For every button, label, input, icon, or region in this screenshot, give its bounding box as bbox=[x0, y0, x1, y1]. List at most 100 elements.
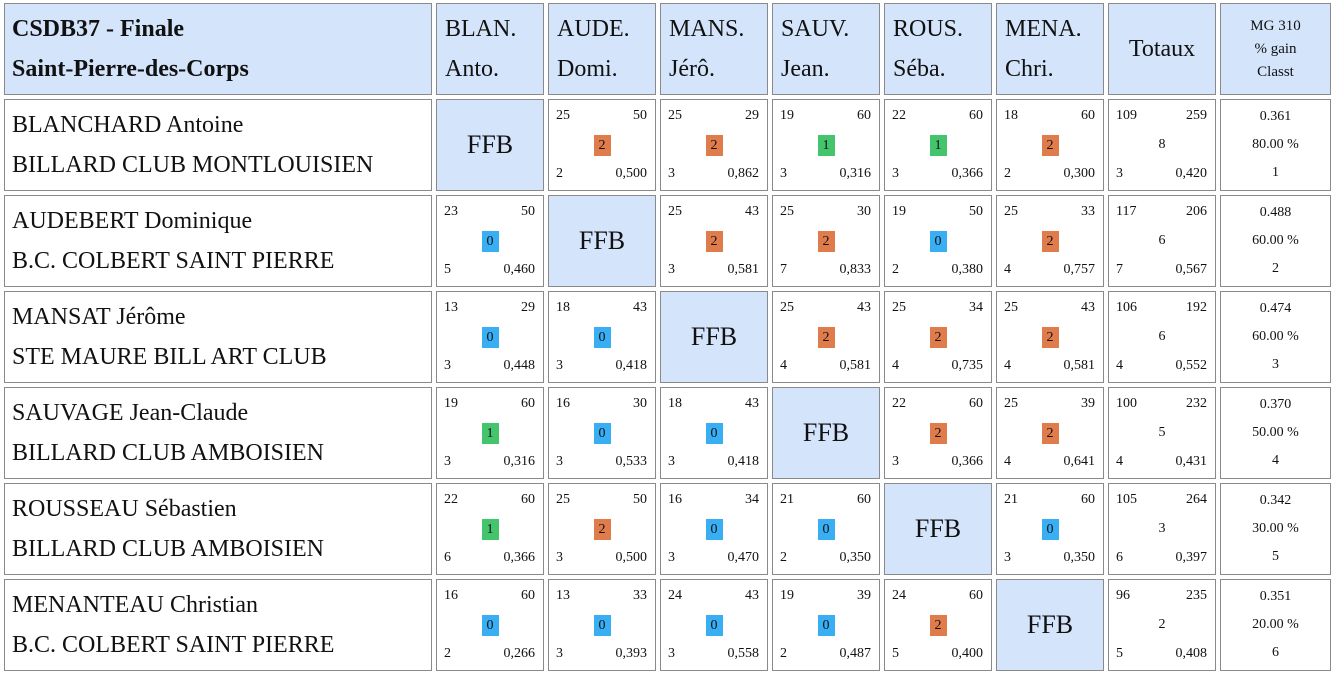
match-result-badge: 0 bbox=[481, 327, 499, 348]
ranking: 4 bbox=[1272, 453, 1279, 468]
total-points: 109 bbox=[1116, 108, 1137, 123]
match-average: 0,558 bbox=[727, 646, 760, 661]
header-row: CSDB37 - Finale Saint-Pierre-des-Corps B… bbox=[4, 3, 1331, 95]
match-average: 0,316 bbox=[839, 166, 872, 181]
total-best-series: 4 bbox=[1116, 454, 1123, 469]
match-cell: 16 34 0 3 0,470 bbox=[660, 483, 768, 575]
match-innings: 39 bbox=[857, 588, 871, 603]
match-average: 0,300 bbox=[1063, 166, 1096, 181]
total-average: 0,408 bbox=[1175, 646, 1208, 661]
match-cell: 25 43 2 3 0,581 bbox=[660, 195, 768, 287]
col-header-2: AUDE. Domi. bbox=[548, 3, 656, 95]
match-cell: 19 60 1 3 0,316 bbox=[436, 387, 544, 479]
col-header-1: BLAN. Anto. bbox=[436, 3, 544, 95]
match-points: 25 bbox=[780, 204, 794, 219]
match-average: 0,581 bbox=[1063, 358, 1096, 373]
match-innings: 50 bbox=[633, 108, 647, 123]
match-points: 18 bbox=[556, 300, 570, 315]
match-average: 0,500 bbox=[615, 166, 648, 181]
match-cell: 25 50 2 3 0,500 bbox=[548, 483, 656, 575]
match-points: 25 bbox=[668, 204, 682, 219]
match-cell: 18 43 0 3 0,418 bbox=[548, 291, 656, 383]
match-points: 25 bbox=[892, 300, 906, 315]
match-average: 0,266 bbox=[503, 646, 536, 661]
match-innings: 43 bbox=[1081, 300, 1095, 315]
match-cell: 21 60 0 2 0,350 bbox=[772, 483, 880, 575]
match-average: 0,448 bbox=[503, 358, 536, 373]
player-cell: MENANTEAU Christian B.C. COLBERT SAINT PI… bbox=[4, 579, 432, 671]
match-result-badge: 2 bbox=[593, 519, 611, 540]
match-average: 0,366 bbox=[951, 166, 984, 181]
match-average: 0,366 bbox=[951, 454, 984, 469]
match-result-badge: 0 bbox=[1041, 519, 1059, 540]
general-average: 0.351 bbox=[1259, 589, 1292, 604]
match-average: 0,316 bbox=[503, 454, 536, 469]
total-match-points: 8 bbox=[1158, 137, 1166, 152]
match-innings: 43 bbox=[745, 396, 759, 411]
total-best-series: 4 bbox=[1116, 358, 1123, 373]
match-innings: 43 bbox=[745, 204, 759, 219]
match-points: 25 bbox=[1004, 396, 1018, 411]
match-innings: 33 bbox=[1081, 204, 1095, 219]
mg-cell: 0.342 30.00 % 5 bbox=[1220, 483, 1331, 575]
match-average: 0,735 bbox=[951, 358, 984, 373]
match-result-badge: 1 bbox=[929, 135, 947, 156]
match-result-badge: 1 bbox=[481, 519, 499, 540]
mg-cell: 0.474 60.00 % 3 bbox=[1220, 291, 1331, 383]
match-best-series: 4 bbox=[1004, 358, 1011, 373]
match-cell: 25 43 2 4 0,581 bbox=[772, 291, 880, 383]
match-innings: 60 bbox=[857, 492, 871, 507]
match-result-badge: 0 bbox=[705, 423, 723, 444]
match-result-badge: 0 bbox=[929, 231, 947, 252]
total-match-points: 5 bbox=[1158, 425, 1166, 440]
match-points: 22 bbox=[444, 492, 458, 507]
match-average: 0,418 bbox=[727, 454, 760, 469]
player-cell: MANSAT Jérôme STE MAURE BILL ART CLUB bbox=[4, 291, 432, 383]
player-name: SAUVAGE Jean-Claude bbox=[12, 400, 249, 426]
match-points: 25 bbox=[1004, 300, 1018, 315]
match-best-series: 3 bbox=[668, 454, 675, 469]
match-innings: 34 bbox=[745, 492, 759, 507]
match-innings: 60 bbox=[969, 108, 983, 123]
match-points: 25 bbox=[780, 300, 794, 315]
player-cell: ROUSSEAU Sébastien BILLARD CLUB AMBOISIEN bbox=[4, 483, 432, 575]
totals-cell: 105 264 3 6 0,397 bbox=[1108, 483, 1216, 575]
match-cell: 16 30 0 3 0,533 bbox=[548, 387, 656, 479]
match-result-badge: 2 bbox=[593, 135, 611, 156]
match-cell: 22 60 1 6 0,366 bbox=[436, 483, 544, 575]
match-innings: 60 bbox=[521, 492, 535, 507]
player-club: B.C. COLBERT SAINT PIERRE bbox=[12, 632, 335, 658]
win-percentage: 50.00 % bbox=[1252, 425, 1299, 440]
match-result-badge: 2 bbox=[1041, 327, 1059, 348]
match-cell: 25 34 2 4 0,735 bbox=[884, 291, 992, 383]
match-innings: 60 bbox=[969, 588, 983, 603]
match-points: 23 bbox=[444, 204, 458, 219]
match-best-series: 3 bbox=[668, 550, 675, 565]
match-average: 0,460 bbox=[503, 262, 536, 277]
total-points: 105 bbox=[1116, 492, 1137, 507]
match-points: 16 bbox=[556, 396, 570, 411]
total-match-points: 3 bbox=[1158, 521, 1166, 536]
match-points: 18 bbox=[1004, 108, 1018, 123]
win-percentage: 20.00 % bbox=[1252, 617, 1299, 632]
match-cell: 25 50 2 2 0,500 bbox=[548, 99, 656, 191]
total-innings: 264 bbox=[1186, 492, 1207, 507]
match-cell: 25 33 2 4 0,757 bbox=[996, 195, 1104, 287]
mg-cell: 0.370 50.00 % 4 bbox=[1220, 387, 1331, 479]
win-percentage: 60.00 % bbox=[1252, 329, 1299, 344]
match-average: 0,366 bbox=[503, 550, 536, 565]
mg-cell: 0.488 60.00 % 2 bbox=[1220, 195, 1331, 287]
match-points: 25 bbox=[556, 492, 570, 507]
match-cell: 21 60 0 3 0,350 bbox=[996, 483, 1104, 575]
match-average: 0,418 bbox=[615, 358, 648, 373]
match-cell: 19 39 0 2 0,487 bbox=[772, 579, 880, 671]
match-innings: 29 bbox=[521, 300, 535, 315]
total-best-series: 3 bbox=[1116, 166, 1123, 181]
match-points: 22 bbox=[892, 396, 906, 411]
player-row: MANSAT Jérôme STE MAURE BILL ART CLUB 13 29… bbox=[4, 291, 1331, 383]
match-best-series: 3 bbox=[668, 166, 675, 181]
match-innings: 50 bbox=[521, 204, 535, 219]
match-best-series: 4 bbox=[1004, 262, 1011, 277]
totals-header: Totaux bbox=[1108, 3, 1216, 95]
general-average: 0.370 bbox=[1259, 397, 1292, 412]
